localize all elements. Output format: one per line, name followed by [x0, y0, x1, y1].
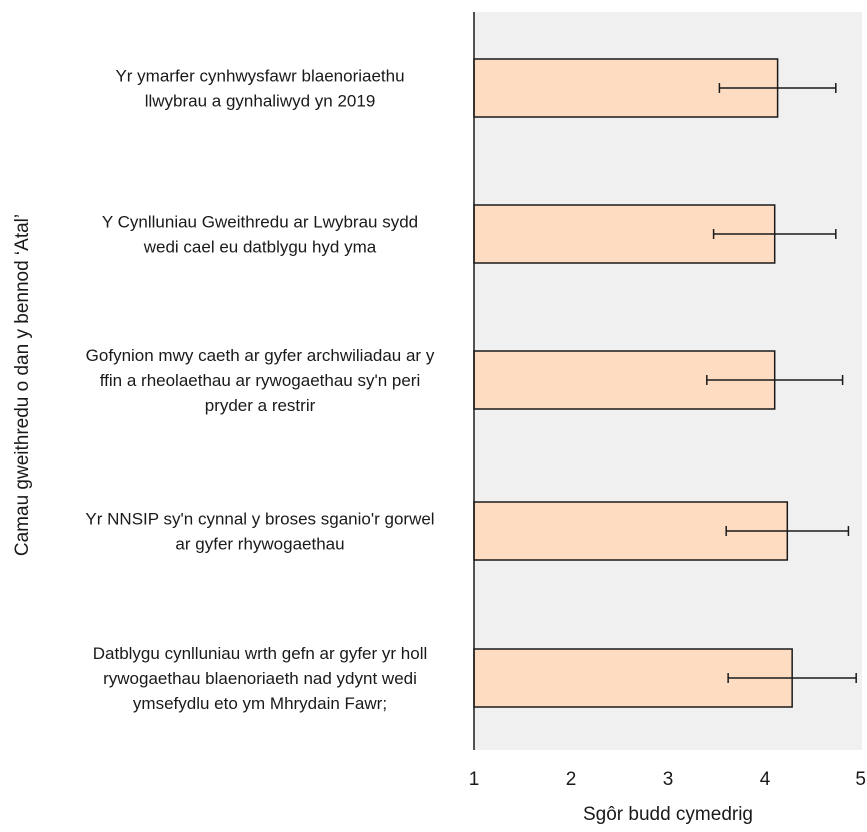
error-bar-5 — [727, 673, 857, 683]
category-labels-group: Yr ymarfer cynhwysfawr blaenoriaethu llwy… — [85, 67, 434, 714]
category-label-4-line-1: Yr NNSIP sy'n cynnal y broses sganio'r g… — [85, 510, 434, 529]
category-label-3-line-2: ffin a rheolaethau ar rywogaethau sy'n p… — [100, 371, 420, 390]
y-axis-title: Camau gweithredu o dan y bennod ‘Atal’ — [12, 214, 33, 556]
x-tick-label-1: 1 — [469, 769, 480, 790]
error-bar-4 — [725, 526, 850, 536]
category-label-2-line-2: wedi cael eu datblygu hyd yma — [143, 238, 377, 257]
category-label-1-line-1: Yr ymarfer cynhwysfawr blaenoriaethu — [115, 67, 404, 86]
error-bar-2 — [712, 229, 837, 239]
error-bar-3 — [706, 375, 844, 385]
category-label-1-line-2: llwybrau a gynhaliwyd yn 2019 — [145, 92, 376, 111]
category-label-2-line-1: Y Cynlluniau Gweithredu ar Lwybrau sydd — [102, 213, 418, 232]
category-label-5-line-3: ymsefydlu eto ym Mhrydain Fawr; — [133, 694, 387, 713]
x-tick-label-4: 4 — [760, 769, 771, 790]
x-tick-labels-group: 1 2 3 4 5 — [469, 769, 866, 790]
error-bars-group — [706, 83, 857, 683]
x-axis-title: Sgôr budd cymedrig — [583, 804, 753, 825]
category-label-5-line-1: Datblygu cynlluniau wrth gefn ar gyfer y… — [93, 644, 428, 663]
category-label-3-line-3: pryder a restrir — [205, 396, 316, 415]
category-label-4-line-2: ar gyfer rhywogaethau — [175, 535, 344, 554]
x-tick-label-3: 3 — [663, 769, 674, 790]
error-bar-1 — [718, 83, 837, 93]
category-label-3-line-1: Gofynion mwy caeth ar gyfer archwiliadau… — [86, 346, 435, 365]
x-tick-label-5: 5 — [855, 769, 866, 790]
category-label-5-line-2: rywogaethau blaenoriaeth nad ydynt wedi — [103, 669, 417, 688]
x-tick-label-2: 2 — [566, 769, 577, 790]
